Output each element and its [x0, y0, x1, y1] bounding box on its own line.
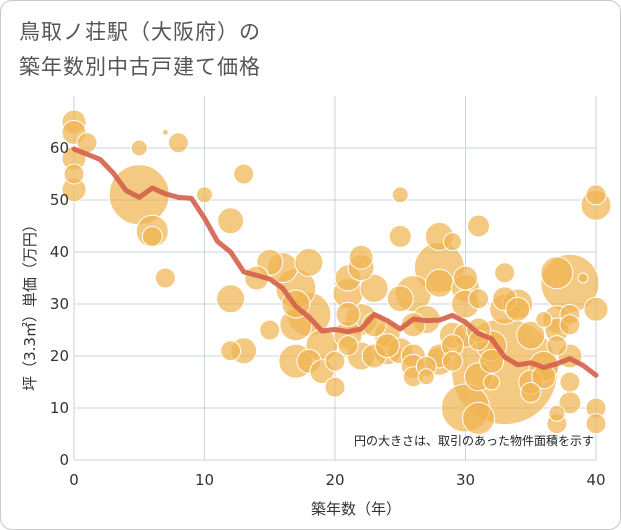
- bubble: [216, 284, 246, 314]
- y-axis-ticks: 0 10 20 30 40 50 60: [50, 139, 69, 469]
- bubble: [441, 350, 463, 372]
- bubble: [442, 232, 462, 252]
- x-axis-ticks: 0 10 20 30 40: [69, 471, 605, 489]
- trend-line-group: [71, 146, 599, 378]
- bubble: [335, 301, 361, 327]
- bubble: [359, 273, 389, 303]
- bubble: [467, 214, 491, 238]
- bubble: [196, 186, 213, 204]
- x-tick-label: 40: [586, 471, 605, 489]
- bubble: [577, 272, 589, 284]
- chart-title: 鳥取ノ荘駅（大阪府）の 築年数別中古戸建て価格: [19, 15, 261, 85]
- bubble: [130, 139, 148, 157]
- x-tick-label: 0: [69, 471, 79, 489]
- bubbles: [61, 109, 612, 435]
- bubble: [324, 376, 346, 398]
- bubble: [386, 285, 414, 313]
- bubble: [220, 340, 242, 362]
- bubble: [483, 373, 501, 391]
- y-tick-label: 30: [50, 295, 69, 313]
- bubble: [462, 401, 496, 435]
- bubble: [548, 404, 566, 422]
- y-tick-label: 60: [50, 139, 69, 157]
- bubble: [233, 163, 255, 185]
- bubble: [583, 296, 609, 322]
- chart-title-line-1: 鳥取ノ荘駅（大阪府）の: [19, 20, 261, 44]
- bubble: [546, 335, 568, 357]
- trend-line: [71, 146, 599, 378]
- bubble: [468, 288, 490, 310]
- bubble: [141, 225, 163, 247]
- bubble: [167, 132, 189, 154]
- x-axis-label: 築年数（年）: [311, 500, 401, 518]
- bubble: [559, 314, 581, 336]
- bubble: [535, 311, 553, 329]
- bubble: [479, 348, 505, 374]
- bubble: [494, 262, 516, 284]
- bubble: [391, 186, 409, 204]
- bubble: [585, 184, 607, 206]
- bubble: [337, 335, 359, 357]
- bubble: [424, 268, 454, 298]
- bubble: [505, 296, 531, 322]
- y-tick-label: 20: [50, 347, 69, 365]
- bubble: [559, 371, 581, 393]
- x-tick-label: 30: [456, 471, 475, 489]
- bubble: [324, 350, 346, 372]
- chart-title-line-2: 築年数別中古戸建て価格: [19, 55, 261, 79]
- x-tick-label: 10: [195, 471, 214, 489]
- bubble: [154, 267, 176, 289]
- bubble: [63, 163, 85, 185]
- bubble: [217, 207, 245, 235]
- bubble: [294, 247, 324, 277]
- bubble: [453, 265, 478, 291]
- y-tick-label: 50: [50, 191, 69, 209]
- bubble: [374, 333, 400, 359]
- y-tick-label: 0: [59, 451, 69, 469]
- bubble: [516, 320, 546, 350]
- bubble: [348, 244, 374, 270]
- y-axis-label: 坪（3.3㎡）単価（万円）: [21, 217, 39, 391]
- bubble: [585, 413, 607, 435]
- bubble: [388, 224, 412, 248]
- bubble: [540, 256, 574, 290]
- y-tick-label: 40: [50, 243, 69, 261]
- bubble: [417, 368, 435, 386]
- bubble: [259, 319, 281, 341]
- bubble-size-note: 円の大きさは、取引のあった物件面積を示す: [354, 433, 594, 448]
- x-tick-label: 20: [325, 471, 344, 489]
- bubble: [520, 381, 542, 403]
- y-tick-label: 10: [50, 399, 69, 417]
- bubble: [161, 128, 169, 136]
